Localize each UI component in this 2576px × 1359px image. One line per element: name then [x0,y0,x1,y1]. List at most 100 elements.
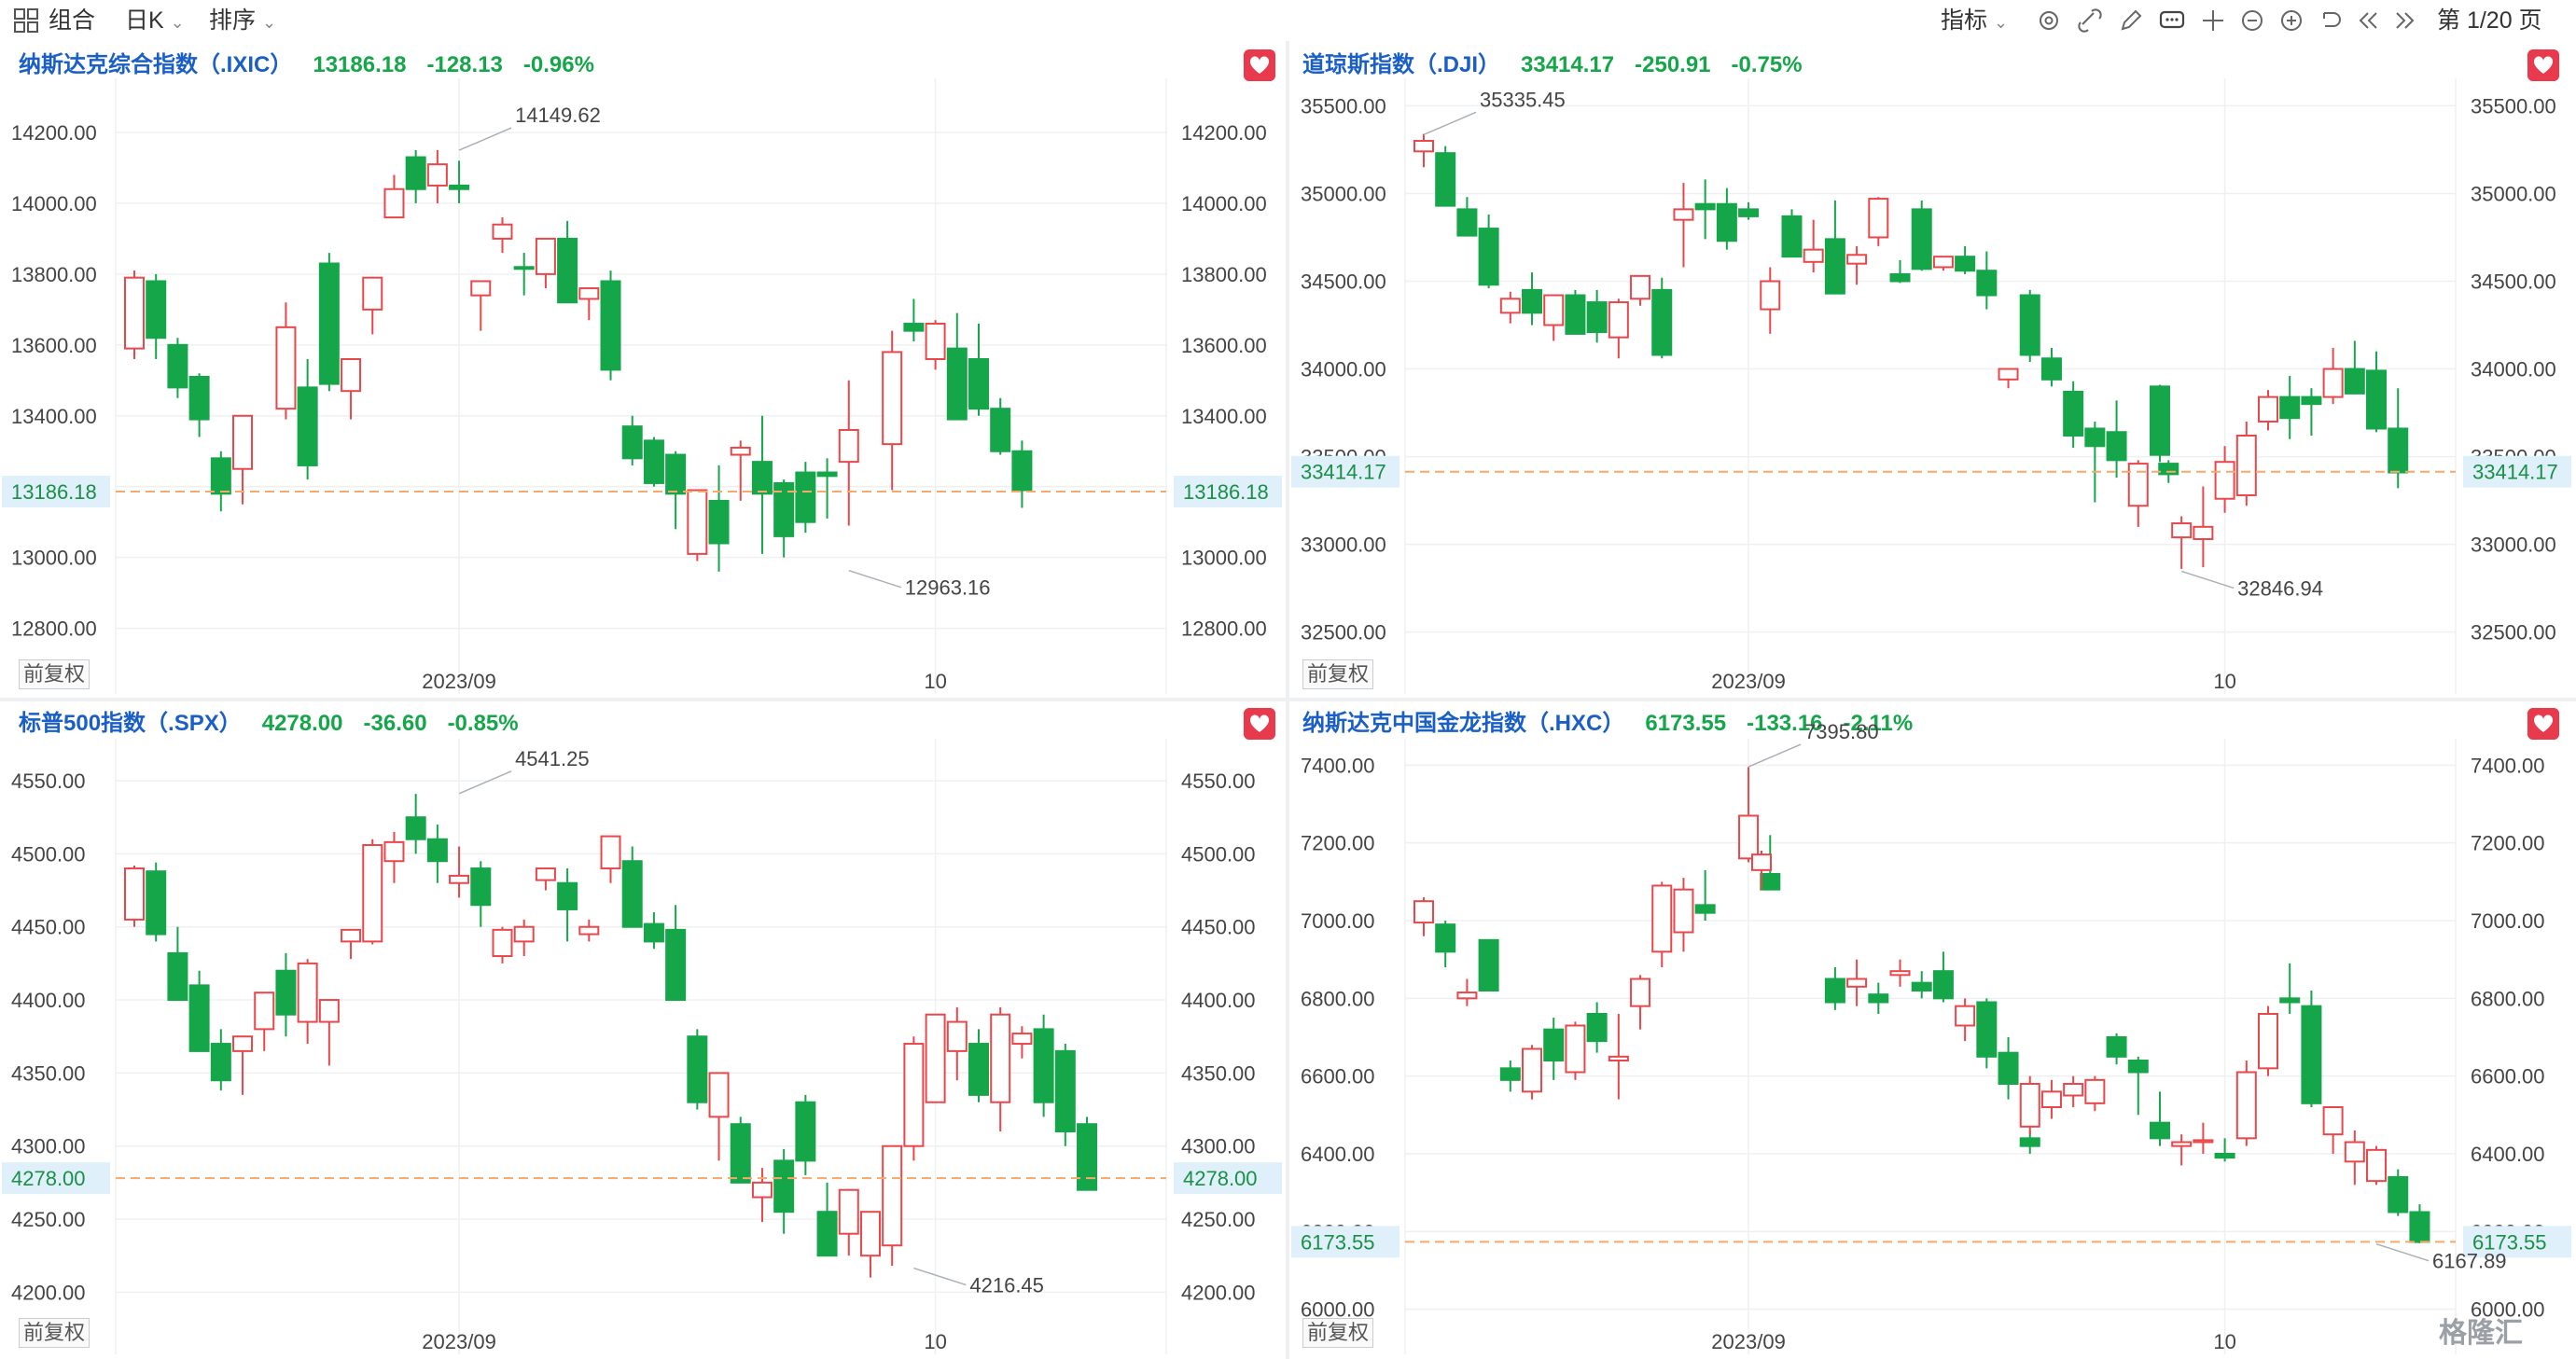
candle-up [232,414,254,470]
candle-up [838,428,859,464]
page-indicator: 第 1/20 页 [2437,7,2542,34]
candle-down [297,386,318,466]
index-name[interactable]: 标普500指数（.SPX） [19,711,242,736]
candle-down [2149,1121,2170,1140]
combo-button[interactable]: 组合 [49,7,96,34]
price-change: -36.60 [363,711,427,736]
x-tick-label: 10 [2213,1330,2235,1353]
candlestick-chart[interactable]: 12800.0012800.0013000.0013000.0013200.00… [0,41,1286,698]
y-tick-label-right: 7400.00 [2471,754,2545,777]
y-tick-label-left: 35000.00 [1301,182,1386,205]
link-icon[interactable] [2075,6,2105,35]
rewind-icon[interactable] [2353,6,2383,35]
candle-down [1868,993,1889,1004]
candle-down [600,280,621,371]
candle-down [2063,390,2084,437]
crosshair-icon[interactable] [2198,6,2228,35]
candle-up [2063,1083,2084,1097]
candle-up [2214,461,2235,500]
indicator-dropdown[interactable]: 指标 ⌄ [1941,0,2008,41]
chart-pane-hxc[interactable]: 纳斯达克中国金龙指数（.HXC） 6173.55 -133.16 -2.11% 600… [1289,701,2576,1359]
heart-icon[interactable] [1244,49,1275,81]
candle-down [1054,1049,1076,1133]
chart-header: 纳斯达克中国金龙指数（.HXC） 6173.55 -133.16 -2.11% [1302,705,1913,742]
index-name[interactable]: 纳斯达克综合指数（.IXIC） [19,52,293,77]
candle-down [1499,1067,1521,1081]
candle-down [2019,1137,2040,1147]
y-tick-label-left: 4300.00 [11,1135,86,1158]
candle-down [968,358,989,410]
low-annotation: 32846.94 [2237,576,2323,600]
adjust-mode-button[interactable]: 前复权 [19,659,91,689]
candle-up [1011,1033,1033,1046]
period-dropdown[interactable]: 日K ⌄ [125,0,185,41]
y-tick-label-left: 13800.00 [11,263,97,286]
candle-up [751,1181,773,1199]
candle-down [405,816,426,840]
chart-pane-dji[interactable]: 道琼斯指数（.DJI） 33414.17 -250.91 -0.75% 32500.0… [1289,41,2576,698]
candle-down [1586,1013,1608,1043]
y-tick-label-left: 4250.00 [11,1208,86,1231]
y-tick-label-left: 4200.00 [11,1281,86,1304]
candle-down [1824,978,1845,1004]
annotation-leader [2180,570,2235,589]
high-annotation: 7395.80 [1804,720,1879,743]
pen-icon[interactable] [2116,6,2146,35]
candle-up [1889,970,1911,977]
candlestick-chart[interactable]: 32500.0032500.0033000.0033000.0033500.00… [1289,41,2576,698]
candle-down [1522,288,1543,314]
candle-up [2322,1106,2344,1136]
candle-down [2279,395,2301,420]
candle-up [2235,1071,2257,1140]
chart-pane-spx[interactable]: 标普500指数（.SPX） 4278.00 -36.60 -0.85% 4200.00… [0,701,1286,1359]
candle-down [167,951,188,1002]
watermark: 格隆汇 [2439,1318,2523,1349]
candle-down [2366,369,2388,430]
fast-forward-icon[interactable] [2390,6,2420,35]
adjust-mode-button[interactable]: 前复权 [19,1318,91,1348]
adjust-mode-button[interactable]: 前复权 [1302,659,1374,689]
candle-down [1911,981,1932,992]
zoom-out-icon[interactable] [2237,6,2267,35]
y-tick-label-right: 13800.00 [1181,263,1267,286]
candle-down [2279,997,2301,1004]
sort-dropdown[interactable]: 排序 ⌄ [209,0,276,41]
zoom-in-icon[interactable] [2277,6,2306,35]
candlestick-chart[interactable]: 6000.006000.006200.006200.006400.006400.… [1289,701,2576,1359]
grid-icon [14,8,38,33]
comment-icon[interactable] [2157,6,2187,35]
heart-icon[interactable] [2527,49,2559,81]
heart-icon[interactable] [1244,708,1275,740]
candle-up [535,237,556,275]
annotation-leader [848,569,901,589]
candle-up [2366,1148,2388,1183]
settings-icon[interactable] [2034,6,2064,35]
last-price-badge-right-text: 6173.55 [2472,1230,2547,1254]
undo-icon[interactable] [2316,6,2346,35]
candle-up [1608,301,1629,339]
candle-up [1846,978,1868,988]
y-tick-label-right: 4250.00 [1181,1208,1256,1231]
index-name[interactable]: 纳斯达克中国金龙指数（.HXC） [1302,711,1625,736]
price-change-pct: -0.85% [447,711,519,736]
candle-down [1435,152,1456,207]
candle-down [1976,1001,1998,1058]
annotation-leader [1748,743,1802,768]
y-tick-label-right: 4200.00 [1181,1281,1256,1304]
chart-pane-ixic[interactable]: 纳斯达克综合指数（.IXIC） 13186.18 -128.13 -0.96% 128… [0,41,1286,698]
candlestick-chart[interactable]: 4200.00 4200.00 4250.00 4250.00 4300.00 4300.… [0,701,1286,1359]
index-name[interactable]: 道琼斯指数（.DJI） [1302,52,1501,77]
candle-up [1413,140,1434,153]
y-tick-label-left: 6600.00 [1301,1065,1375,1089]
last-price-badge-left [1291,1226,1399,1258]
candle-up [1413,900,1434,924]
candle-down [730,1123,751,1184]
y-tick-label-right: 35500.00 [2471,94,2556,118]
heart-icon[interactable] [2527,708,2559,740]
candle-up [2127,463,2149,507]
candle-up [2040,1090,2062,1109]
candle-down [188,984,210,1052]
price-change-pct: -2.11% [1843,711,1914,736]
adjust-mode-button[interactable]: 前复权 [1302,1318,1374,1348]
candle-down [643,922,664,943]
